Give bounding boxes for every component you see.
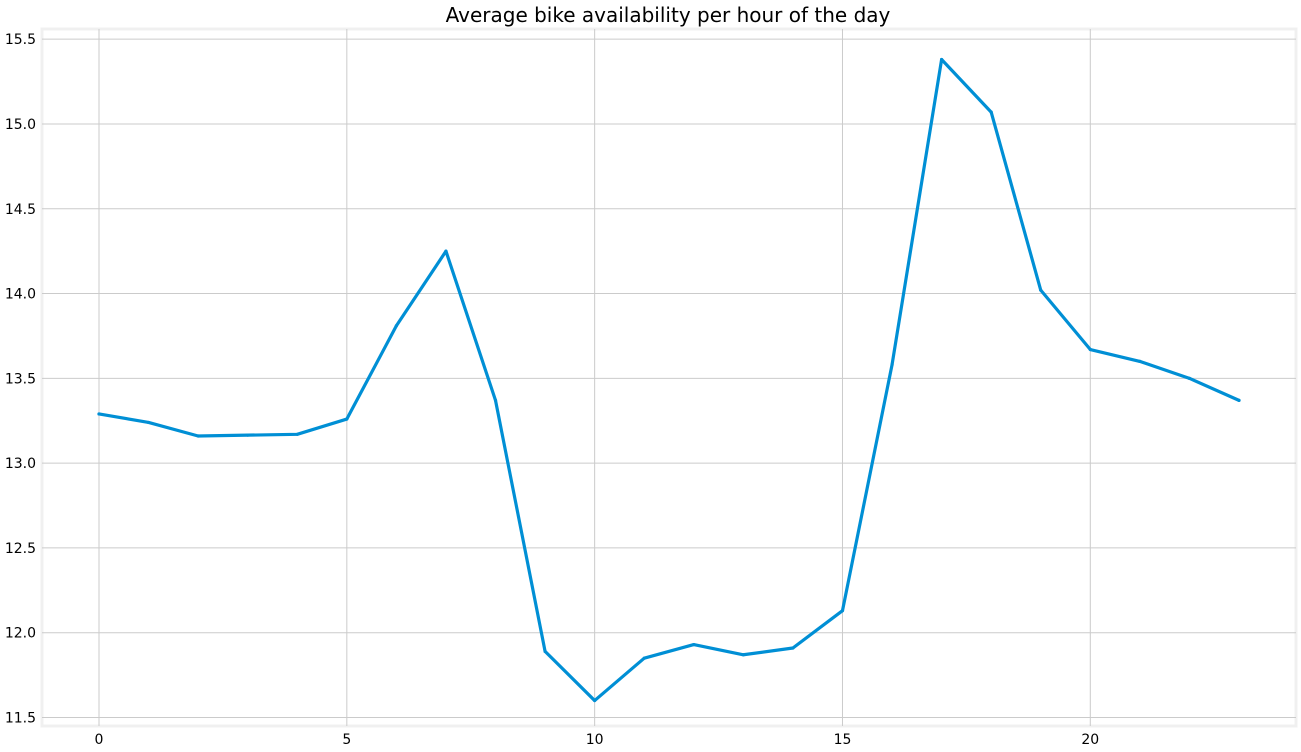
data-point [741, 653, 745, 657]
data-point [295, 432, 299, 436]
x-axis-tick-labels: 0 5 10 15 20 [95, 732, 1100, 748]
data-point [1088, 347, 1092, 352]
y-tick-label: 14.5 [5, 202, 36, 218]
data-point [444, 249, 448, 253]
data-point [97, 412, 101, 416]
data-point [246, 433, 250, 437]
x-tick-label: 5 [342, 732, 351, 748]
data-point [196, 434, 200, 438]
data-point [692, 642, 696, 647]
x-tick-label: 15 [834, 732, 852, 748]
y-tick-label: 15.5 [5, 32, 36, 48]
data-point [940, 57, 944, 62]
grid-lines [42, 29, 1296, 726]
x-tick-label: 10 [586, 732, 604, 748]
data-point [493, 398, 498, 402]
y-tick-label: 15.0 [5, 117, 36, 133]
data-point [1187, 376, 1192, 380]
y-axis-tick-labels: 11.5 12.0 12.5 13.0 13.5 14.0 14.5 15.0 15.5 [5, 32, 36, 726]
data-point [890, 363, 894, 367]
x-tick-label: 20 [1081, 732, 1099, 748]
y-tick-label: 12.5 [5, 541, 36, 557]
data-point [1039, 288, 1043, 292]
series-layer [97, 57, 1241, 703]
data-point [840, 609, 845, 613]
y-tick-label: 12.0 [5, 626, 36, 642]
data-point [146, 420, 151, 425]
data-point [1138, 359, 1142, 363]
chart-title: Average bike availability per hour of th… [446, 3, 891, 27]
data-point [989, 110, 993, 114]
y-tick-label: 13.0 [5, 456, 36, 472]
series-line [97, 57, 1241, 703]
y-tick-label: 13.5 [5, 371, 36, 387]
plot-frame [40, 27, 1298, 728]
data-point [791, 646, 795, 650]
data-point [642, 656, 646, 660]
y-tick-label: 11.5 [5, 711, 36, 727]
data-point [394, 324, 398, 328]
data-point [543, 649, 547, 653]
y-tick-label: 14.0 [5, 287, 36, 303]
data-point [1237, 398, 1241, 402]
x-tick-label: 0 [95, 732, 104, 748]
data-point [593, 698, 597, 703]
data-point [345, 417, 349, 421]
